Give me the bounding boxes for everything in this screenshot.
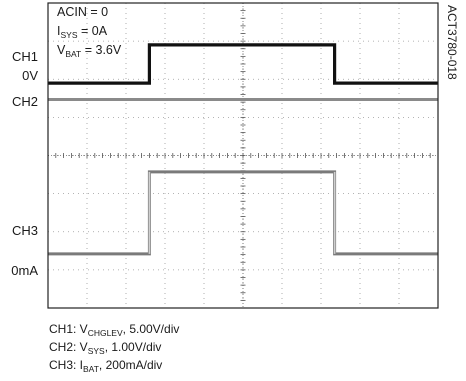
test-conditions: ACIN = 0 ISYS = 0A VBAT = 3.6V: [57, 5, 122, 59]
legend-entry: CH2: VSYS, 1.00V/div: [49, 340, 161, 356]
condition-line: ISYS = 0A: [57, 24, 108, 40]
condition-base: ACIN = 0: [57, 5, 108, 19]
condition-base: V: [57, 43, 66, 57]
legend-prefix: CH2: V: [49, 340, 88, 354]
channel-label-ch1: CH1: [12, 49, 38, 64]
channel-label-ch2: CH2: [12, 94, 38, 109]
traces-layer: [48, 43, 438, 256]
channel-ref-label-ch1: 0V: [22, 68, 38, 83]
legend: CH1: VCHGLEV, 5.00V/div CH2: VSYS, 1.00V/…: [49, 322, 179, 374]
legend-suffix: , 200mA/div: [99, 358, 162, 372]
condition-rest: = 0A: [78, 24, 108, 38]
legend-suffix: , 5.00V/div: [123, 322, 180, 336]
trace-ch3: [48, 170, 438, 256]
legend-prefix: CH1: V: [49, 322, 88, 336]
condition-base: I: [57, 24, 60, 38]
condition-rest: = 3.6V: [81, 43, 122, 57]
legend-entry: CH1: VCHGLEV, 5.00V/div: [49, 322, 179, 338]
legend-suffix: , 1.00V/div: [105, 340, 162, 354]
condition-line: ACIN = 0: [57, 5, 108, 19]
channel-labels: CH1 0V CH2 CH3 0mA: [11, 49, 38, 278]
legend-entry: CH3: IBAT, 200mA/div: [49, 358, 162, 374]
trace-ch1: [48, 43, 438, 85]
channel-label-ch3: CH3: [12, 223, 38, 238]
condition-line: VBAT = 3.6V: [57, 43, 122, 59]
channel-ref-label-ch3: 0mA: [11, 263, 38, 278]
legend-prefix: CH3: I: [49, 358, 83, 372]
grid-layer: [47, 2, 439, 309]
plot-frame: [47, 2, 439, 309]
legend-subscript: BAT: [83, 364, 99, 374]
condition-subscript: BAT: [65, 49, 81, 59]
legend-subscript: SYS: [88, 346, 105, 356]
figure-code: ACT3780-018: [445, 5, 459, 80]
legend-subscript: CHGLEV: [88, 328, 123, 338]
condition-subscript: SYS: [60, 30, 77, 40]
